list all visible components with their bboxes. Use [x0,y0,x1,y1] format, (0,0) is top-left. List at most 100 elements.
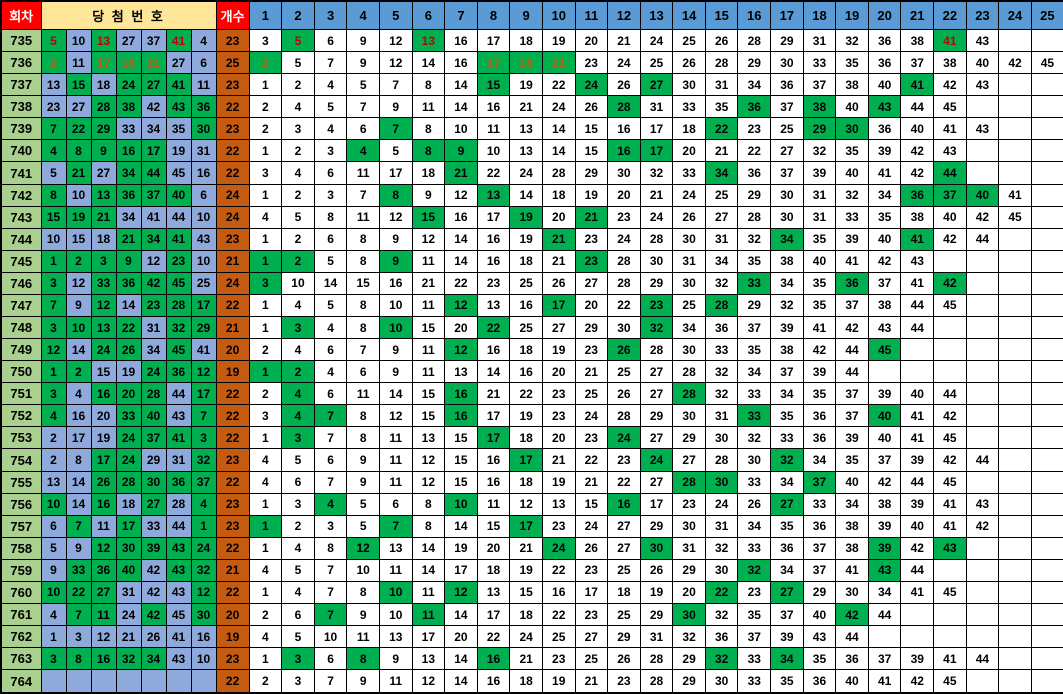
grid-cell[interactable]: 8 [346,293,380,318]
grid-cell[interactable] [1030,647,1063,671]
grid-cell[interactable]: 30 [835,580,869,605]
grid-cell[interactable]: 19 [639,580,674,605]
grid-cell[interactable]: 1 [248,514,283,538]
grid-cell[interactable]: 33 [802,492,837,516]
grid-cell[interactable]: 42 [933,448,967,472]
grid-cell[interactable]: 38 [900,205,935,229]
grid-cell[interactable] [965,95,1000,119]
winning-number-cell[interactable]: 6 [190,51,217,75]
grid-cell[interactable]: 40 [965,183,1000,207]
round-cell[interactable]: 744 [0,227,42,251]
grid-cell[interactable]: 33 [672,95,706,119]
winning-number-cell[interactable]: 31 [140,316,167,340]
winning-number-cell[interactable]: 20 [90,404,117,428]
number-column-header[interactable]: 4 [346,0,380,30]
grid-cell[interactable]: 11 [346,161,380,185]
grid-cell[interactable]: 39 [802,161,837,185]
grid-cell[interactable]: 39 [770,316,804,340]
grid-cell[interactable] [965,536,1000,560]
winning-number-cell[interactable]: 45 [165,338,192,362]
winning-number-cell[interactable]: 28 [165,293,192,318]
grid-cell[interactable] [900,338,935,362]
grid-cell[interactable]: 16 [444,404,478,428]
grid-cell[interactable]: 16 [476,448,511,472]
grid-cell[interactable]: 13 [476,293,511,318]
number-column-header[interactable]: 25 [1030,0,1063,30]
grid-cell[interactable]: 24 [607,426,641,450]
winning-number-cell[interactable]: 7 [65,603,92,627]
grid-cell[interactable] [867,360,902,384]
grid-cell[interactable]: 30 [639,536,674,560]
winning-number-cell[interactable]: 12 [190,360,217,384]
grid-cell[interactable]: 30 [770,205,804,229]
grid-cell[interactable]: 19 [509,73,543,97]
grid-cell[interactable]: 44 [900,470,935,494]
grid-cell[interactable]: 27 [770,580,804,605]
grid-cell[interactable]: 22 [541,603,576,627]
grid-cell[interactable]: 30 [672,227,706,251]
winning-number-cell[interactable]: 41 [165,28,192,53]
grid-cell[interactable]: 34 [704,161,739,185]
grid-cell[interactable]: 34 [737,73,772,97]
grid-cell[interactable]: 37 [802,470,837,494]
grid-cell[interactable]: 19 [509,404,543,428]
grid-cell[interactable]: 11 [346,382,380,406]
winning-number-cell[interactable]: 42 [140,580,167,605]
grid-cell[interactable] [965,558,1000,582]
grid-cell[interactable]: 42 [933,271,967,295]
grid-cell[interactable]: 7 [313,558,348,582]
grid-cell[interactable]: 25 [704,183,739,207]
grid-cell[interactable]: 11 [378,558,413,582]
winning-number-cell[interactable]: 30 [190,117,217,141]
grid-cell[interactable]: 11 [476,492,511,516]
grid-cell[interactable]: 1 [248,647,283,671]
grid-cell[interactable]: 10 [378,580,413,605]
grid-cell[interactable]: 39 [835,426,869,450]
grid-cell[interactable]: 7 [313,51,348,75]
grid-cell[interactable]: 29 [770,28,804,53]
grid-cell[interactable]: 30 [672,73,706,97]
winning-number-cell[interactable]: 34 [115,161,142,185]
grid-cell[interactable]: 45 [933,470,967,494]
grid-cell[interactable]: 20 [574,293,609,318]
grid-cell[interactable] [933,249,967,273]
winning-number-cell[interactable]: 44 [140,161,167,185]
grid-cell[interactable]: 9 [378,95,413,119]
grid-cell[interactable]: 43 [802,625,837,649]
grid-cell[interactable]: 16 [444,28,478,53]
grid-cell[interactable]: 14 [444,73,478,97]
winning-number-cell[interactable]: 30 [140,470,167,494]
winning-number-cell[interactable]: 2 [65,249,92,273]
winning-number-cell[interactable]: 33 [65,558,92,582]
grid-cell[interactable]: 40 [965,51,1000,75]
winning-number-cell[interactable]: 44 [165,382,192,406]
grid-cell[interactable]: 6 [313,28,348,53]
grid-cell[interactable]: 26 [607,647,641,671]
grid-cell[interactable] [1030,249,1063,273]
winning-number-cell[interactable]: 8 [65,448,92,472]
grid-cell[interactable]: 29 [639,603,674,627]
winning-number-cell[interactable]: 40 [165,183,192,207]
grid-cell[interactable]: 12 [509,492,543,516]
grid-cell[interactable] [965,293,1000,318]
grid-cell[interactable]: 2 [281,73,315,97]
grid-cell[interactable]: 6 [346,117,380,141]
grid-cell[interactable]: 1 [248,316,283,340]
grid-cell[interactable]: 10 [346,558,380,582]
winning-number-cell[interactable]: 20 [115,382,142,406]
grid-cell[interactable]: 1 [248,183,283,207]
grid-cell[interactable]: 17 [476,205,511,229]
grid-cell[interactable]: 23 [607,205,641,229]
grid-cell[interactable]: 26 [704,28,739,53]
winning-number-cell[interactable]: 11 [190,73,217,97]
grid-cell[interactable]: 42 [965,205,1000,229]
grid-cell[interactable]: 4 [281,95,315,119]
grid-cell[interactable]: 15 [574,139,609,163]
grid-cell[interactable] [1030,603,1063,627]
number-column-header[interactable]: 6 [411,0,446,30]
number-column-header[interactable]: 14 [672,0,706,30]
round-cell[interactable]: 759 [0,558,42,582]
grid-cell[interactable]: 34 [770,470,804,494]
grid-cell[interactable]: 26 [607,73,641,97]
grid-cell[interactable]: 33 [770,426,804,450]
